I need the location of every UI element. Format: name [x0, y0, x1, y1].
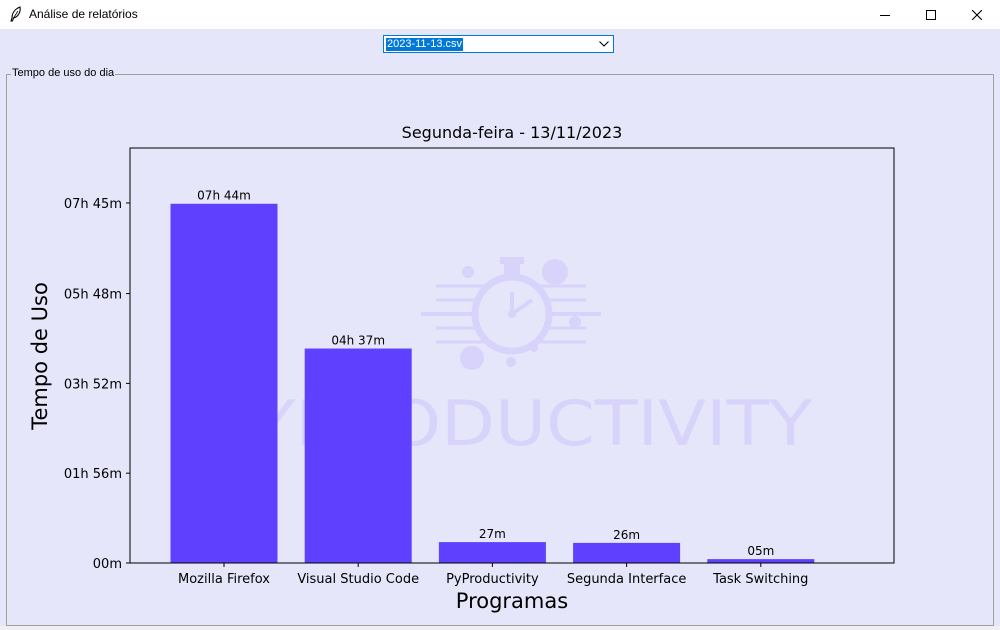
close-icon [972, 9, 982, 20]
y-tick-label: 07h 45m [64, 197, 122, 212]
close-button[interactable] [954, 0, 1000, 29]
x-axis-label: Programas [456, 589, 568, 613]
watermark: PYPRODUCTIVITY [212, 257, 812, 460]
x-tick-label: Visual Studio Code [297, 572, 419, 587]
usage-group-label: Tempo de uso do dia [11, 67, 116, 79]
chart-title: Segunda-feira - 13/11/2023 [402, 123, 623, 142]
file-select-value: 2023-11-13.csv [386, 38, 464, 51]
window-title-bar: Análise de relatórios [0, 0, 1000, 29]
feather-icon [10, 6, 21, 22]
watermark-text: PYPRODUCTIVITY [212, 387, 812, 460]
bar-value-label: 04h 37m [331, 334, 385, 348]
bar-0 [170, 203, 278, 563]
y-axis-label: Tempo de Uso [28, 282, 52, 431]
bar-value-label: 05m [747, 544, 774, 558]
bar-2 [438, 542, 546, 563]
minimize-icon [880, 14, 890, 16]
bar-3 [573, 542, 681, 563]
x-tick-label: Mozilla Firefox [178, 572, 270, 587]
x-tick-label: Segunda Interface [567, 572, 687, 587]
window-title: Análise de relatórios [29, 7, 138, 21]
y-tick-label: 03h 52m [64, 377, 122, 392]
plot-area [129, 147, 895, 564]
file-select[interactable]: 2023-11-13.csv [383, 35, 614, 53]
y-tick-label: 05h 48m [64, 288, 122, 303]
y-tick-label: 01h 56m [64, 467, 122, 482]
bar-1 [304, 348, 412, 563]
stopwatch-icon [421, 257, 601, 370]
maximize-icon [926, 9, 936, 20]
usage-group [6, 74, 994, 626]
bar-4 [707, 559, 815, 563]
bar-value-label: 27m [479, 527, 506, 541]
status-strip [0, 626, 1000, 630]
x-tick-label: PyProductivity [446, 572, 539, 587]
maximize-button[interactable] [908, 0, 954, 29]
y-tick-label: 00m [93, 557, 122, 572]
bar-value-label: 07h 44m [197, 189, 251, 203]
minimize-button[interactable] [862, 0, 908, 29]
x-tick-label: Task Switching [712, 572, 808, 587]
chevron-down-icon[interactable] [599, 41, 609, 47]
bar-value-label: 26m [613, 528, 640, 542]
